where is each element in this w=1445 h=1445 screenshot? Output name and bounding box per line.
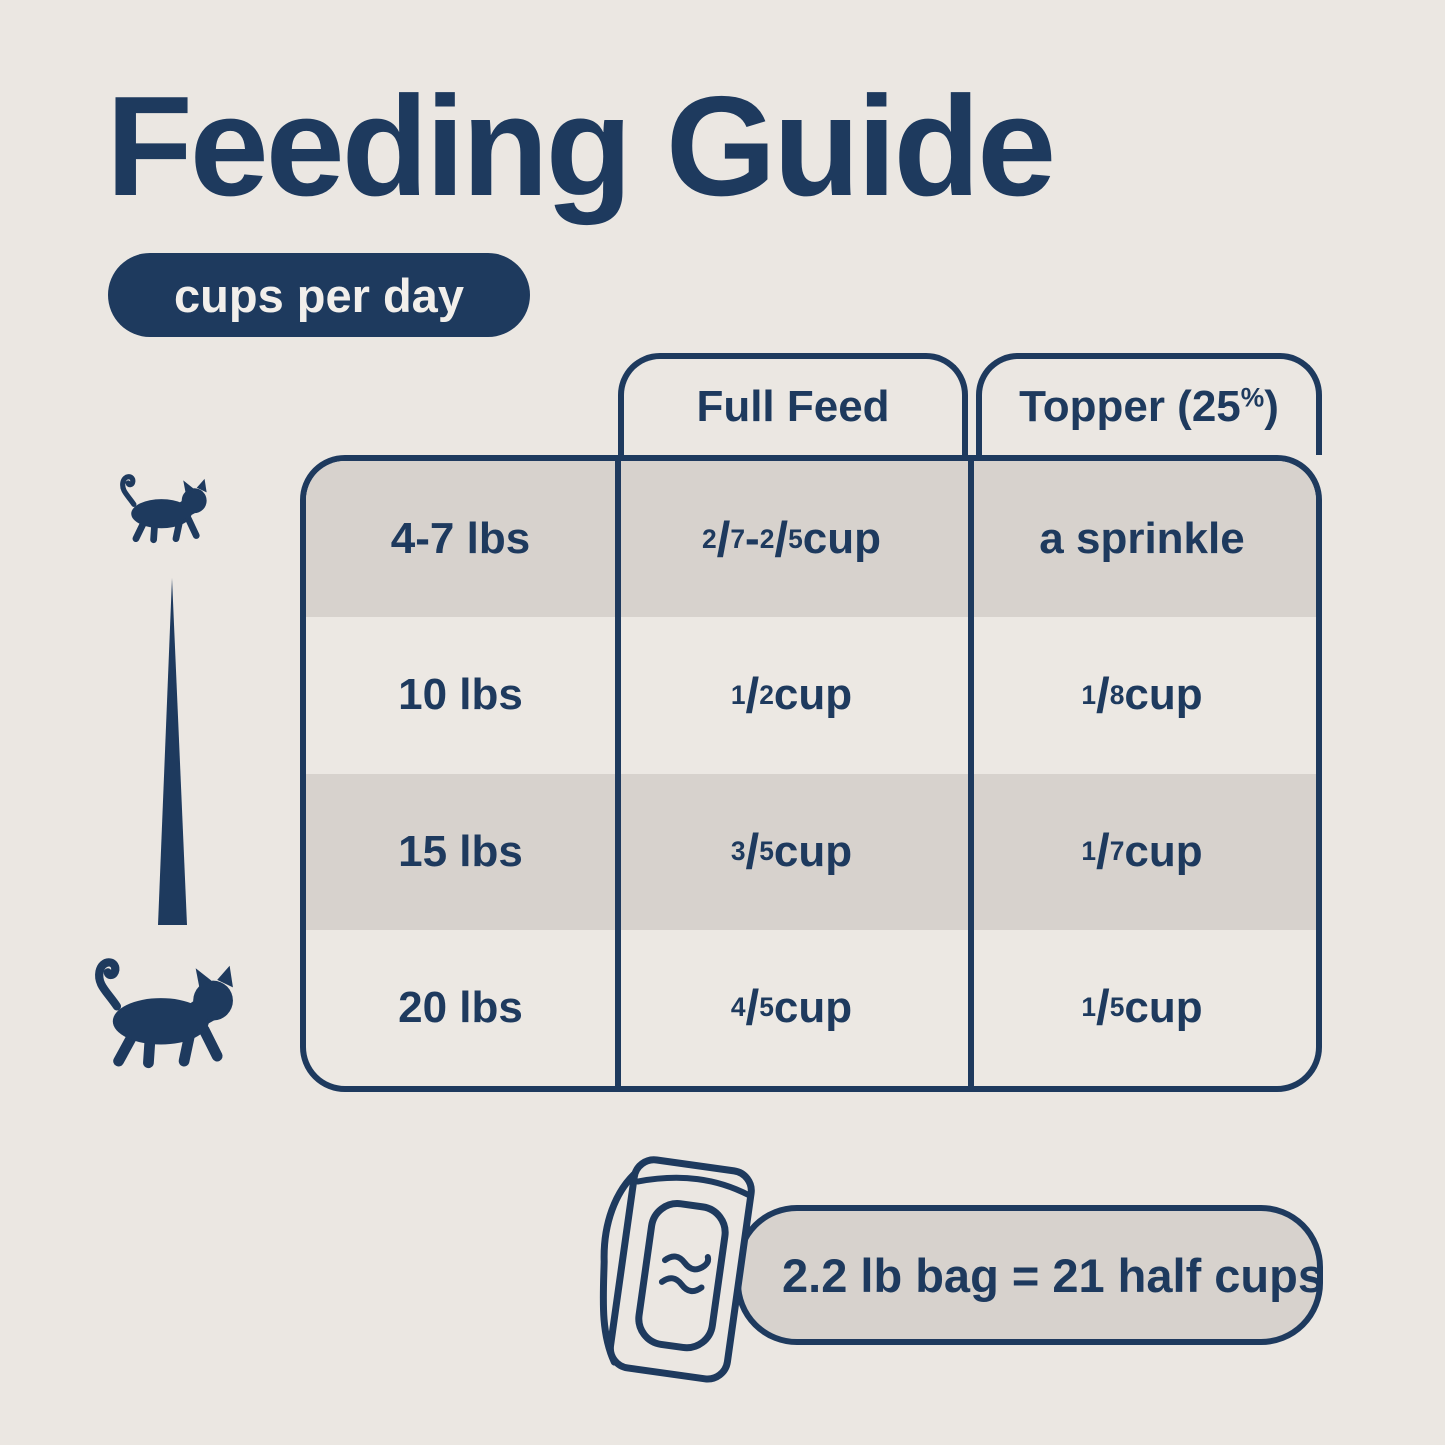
table-row: 10 lbs 1/2 cup 1/8 cup [306, 617, 1316, 773]
bag-note-pill: 2.2 lb bag = 21 half cups [735, 1205, 1324, 1345]
topper-label: Topper (25%) [1019, 382, 1279, 431]
large-cat-icon [95, 958, 233, 1069]
page-title: Feeding Guide [106, 67, 1056, 226]
unit-pill-label: cups per day [174, 268, 464, 322]
column-divider-1 [615, 461, 621, 1086]
topper-cell: 1/5 cup [1081, 980, 1203, 1036]
topper-cell: a sprinkle [1039, 514, 1245, 564]
table-row: 20 lbs 4/5 cup 1/5 cup [306, 930, 1316, 1086]
full-feed-cell: 2/7 - 2/5 cup [701, 511, 882, 567]
full-feed-cell: 4/5 cup [730, 980, 853, 1036]
topper-cell: 1/7 cup [1081, 824, 1203, 880]
table-row: 15 lbs 3/5 cup 1/7 cup [306, 773, 1316, 930]
bag-note-label: 2.2 lb bag = 21 half cups [782, 1248, 1324, 1302]
food-bag-icon [599, 1156, 755, 1383]
full-feed-cell: 3/5 cup [730, 824, 853, 880]
column-header-full-feed: Full Feed [618, 353, 968, 455]
weight-cell: 10 lbs [398, 670, 523, 720]
weight-cell: 4-7 lbs [390, 514, 531, 564]
full-feed-label: Full Feed [696, 382, 890, 431]
topper-cell: 1/8 cup [1081, 667, 1203, 723]
full-feed-cell: 1/2 cup [730, 667, 853, 723]
unit-pill: cups per day [108, 253, 530, 337]
column-divider-2 [968, 461, 974, 1086]
column-header-topper: Topper (25%) [976, 353, 1322, 455]
small-cat-icon [120, 474, 207, 544]
feeding-table: 4-7 lbs 2/7 - 2/5 cup a sprinkle 10 lbs … [300, 455, 1322, 1092]
table-row: 4-7 lbs 2/7 - 2/5 cup a sprinkle [306, 461, 1316, 618]
weight-cell: 15 lbs [398, 826, 523, 876]
weight-cell: 20 lbs [398, 982, 523, 1032]
cat-size-taper-icon [158, 578, 187, 925]
